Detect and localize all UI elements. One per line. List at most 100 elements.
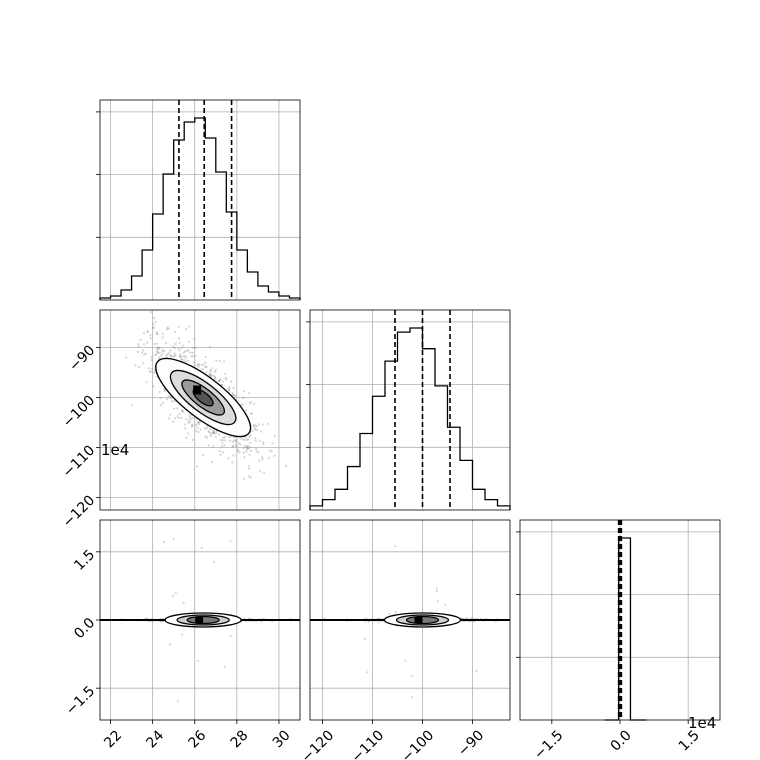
scatter-point — [212, 445, 215, 448]
scatter-point — [221, 451, 224, 454]
scatter-point — [254, 427, 257, 430]
scatter-point — [178, 412, 181, 415]
scatter-point — [150, 356, 153, 359]
scatter-point — [176, 415, 179, 418]
scatter-point — [187, 419, 190, 422]
scatter-point — [231, 391, 234, 395]
y-tick-label: −120 — [60, 492, 99, 531]
scatter-point — [137, 345, 140, 348]
axes: 22 24 26 28 30 −120 −110 −100 −90 −1.5 0.0 1.5−120−… — [60, 342, 703, 760]
scatter-point — [181, 410, 184, 413]
scatter-point — [227, 457, 230, 460]
scatter-point — [165, 354, 168, 357]
scatter-point — [366, 671, 369, 674]
scatter-point — [250, 449, 253, 452]
scatter-point — [224, 439, 227, 442]
x-tick-label: 30 — [270, 727, 294, 751]
scatter-point — [125, 356, 128, 359]
histogram-series-2 — [604, 537, 647, 721]
scatter-point — [466, 616, 469, 620]
scatter-point — [168, 643, 171, 646]
scatter-point — [444, 603, 447, 606]
scatter-point — [254, 437, 257, 440]
scatter-point — [259, 470, 262, 473]
scatter-point — [183, 359, 186, 362]
scatter-point — [196, 426, 199, 429]
scatter-point — [213, 375, 216, 378]
scatter-point — [260, 430, 263, 433]
scatter-point — [158, 351, 161, 354]
x-tick-label: 22 — [101, 727, 125, 751]
scatter-point — [223, 444, 226, 447]
scatter-point — [248, 392, 251, 395]
scatter-point — [157, 347, 160, 350]
scatter-point — [181, 633, 184, 636]
scatter-point — [228, 389, 231, 392]
scatter-point — [149, 311, 152, 314]
offset-label-x: 1e4 — [688, 714, 716, 732]
y-tick-label: −100 — [60, 392, 99, 431]
scatter-point — [146, 330, 149, 333]
scatter-point — [248, 435, 251, 438]
scatter-point — [172, 420, 175, 423]
scatter-point — [138, 366, 141, 369]
scatter-point — [157, 351, 160, 355]
scatter-point — [159, 397, 162, 400]
scatter-point — [188, 325, 191, 328]
scatter-point — [149, 333, 152, 337]
scatter-point — [273, 454, 276, 457]
scatter-point — [263, 471, 266, 474]
scatter-point — [404, 659, 407, 662]
y-tick-label: 1.5 — [71, 547, 98, 574]
scatter-point — [195, 429, 198, 432]
scatter-point — [219, 453, 222, 456]
scatter-point — [273, 435, 276, 438]
scatter-point — [177, 347, 180, 350]
scatter-point — [246, 447, 249, 450]
scatter-point — [174, 342, 177, 346]
scatter-point — [146, 341, 149, 344]
scatter-point — [198, 420, 201, 423]
x-tick-label: −110 — [349, 727, 388, 760]
scatter-point — [163, 350, 166, 353]
scatter-point — [197, 366, 200, 369]
scatter-point — [188, 414, 191, 417]
scatter-point — [244, 409, 247, 412]
scatter-point — [174, 330, 177, 334]
x-tick-label: −120 — [299, 727, 338, 760]
scatter-point — [158, 347, 161, 350]
scatter-point — [247, 475, 250, 478]
offset-label-y: 1e4 — [101, 441, 129, 459]
scatter-point — [212, 374, 215, 377]
scatter-point — [185, 328, 188, 331]
scatter-point — [212, 431, 215, 434]
density-peak — [195, 617, 204, 623]
scatter-point — [436, 600, 439, 603]
scatter-point — [228, 436, 231, 439]
scatter-point — [367, 620, 370, 623]
scatter-point — [169, 413, 172, 416]
scatter-point — [187, 359, 190, 363]
scatter-point — [152, 385, 155, 388]
scatter-point — [394, 610, 397, 613]
scatter-point — [233, 439, 236, 442]
scatter-point — [186, 349, 189, 352]
scatter-point — [161, 352, 164, 355]
scatter-point — [173, 347, 176, 350]
scatter-point — [242, 438, 245, 441]
scatter-point — [154, 354, 157, 357]
x-tick-label: −100 — [399, 727, 438, 760]
scatter-point — [172, 538, 175, 541]
scatter-point — [196, 421, 199, 424]
scatter-point — [207, 430, 210, 433]
scatter-point — [193, 338, 196, 341]
scatter-point — [172, 345, 175, 348]
scatter-point — [363, 637, 366, 640]
scatter-point — [148, 370, 151, 373]
scatter-point — [130, 404, 133, 407]
scatter-point — [245, 438, 249, 441]
scatter-point — [197, 423, 200, 426]
scatter-point — [190, 355, 193, 358]
scatter-point — [218, 433, 221, 436]
y-tick-label: −1.5 — [63, 683, 98, 718]
